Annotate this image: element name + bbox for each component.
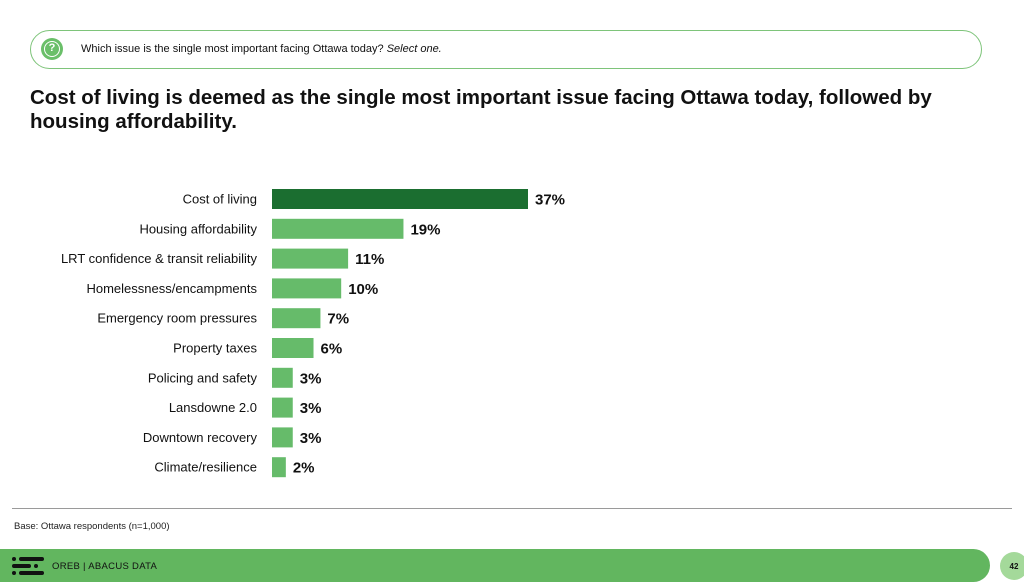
data-label: 3%: [300, 430, 322, 447]
bar: [272, 397, 293, 418]
bar: [272, 367, 293, 388]
footer-brand: OREB | ABACUS DATA: [52, 561, 158, 572]
category-label: Policing and safety: [148, 370, 258, 385]
category-label: Housing affordability: [139, 221, 257, 236]
data-label: 6%: [321, 341, 343, 358]
data-label: 19%: [410, 221, 440, 238]
category-label: Cost of living: [183, 192, 257, 207]
question-instruction: Select one.: [386, 43, 442, 55]
category-label: LRT confidence & transit reliability: [61, 251, 258, 266]
data-label: 3%: [300, 400, 322, 417]
data-label: 3%: [300, 370, 322, 387]
footer-bar: [0, 549, 990, 582]
bar: [272, 308, 321, 329]
bar: [272, 278, 342, 299]
data-label: 7%: [327, 311, 349, 328]
category-label: Homelessness/encampments: [86, 281, 257, 296]
category-label: Downtown recovery: [143, 430, 258, 445]
category-label: Emergency room pressures: [97, 311, 257, 326]
data-label: 2%: [293, 460, 315, 477]
bar: [272, 218, 404, 239]
page-title: Cost of living is deemed as the single m…: [30, 86, 932, 133]
divider: [12, 508, 1012, 509]
data-label: 37%: [535, 192, 565, 209]
category-label: Lansdowne 2.0: [169, 400, 257, 415]
bar-chart: Cost of living 37% Housing affordability 19…: [61, 189, 565, 478]
category-label: Climate/resilience: [154, 460, 257, 475]
base-note: Base: Ottawa respondents (n=1,000): [14, 521, 170, 532]
bar: [272, 457, 286, 478]
data-label: 10%: [348, 281, 378, 298]
question-text: Which issue is the single most important…: [81, 43, 442, 55]
abacus-logo-icon: [12, 557, 44, 575]
page-number: 42: [1000, 552, 1024, 580]
bar: [272, 427, 293, 448]
category-label: Property taxes: [173, 341, 257, 356]
bar: [272, 248, 349, 269]
question-icon: ?: [41, 38, 63, 60]
data-label: 11%: [355, 251, 384, 268]
question-label: Which issue is the single most important…: [81, 43, 384, 55]
question-banner: ? Which issue is the single most importa…: [30, 30, 982, 69]
bar: [272, 189, 528, 209]
bar: [272, 338, 314, 358]
